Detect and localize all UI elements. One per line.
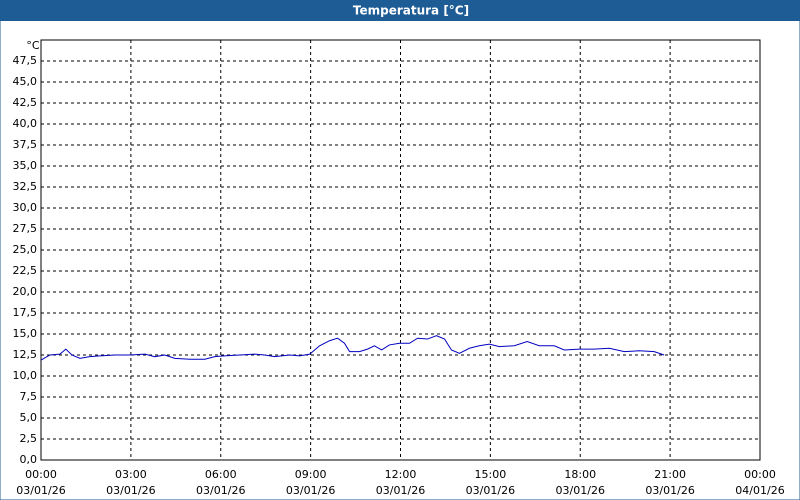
x-tick-label: 00:00 [25, 468, 57, 481]
y-tick-label: 22,5 [13, 264, 38, 277]
x-tick-label: 21:00 [654, 468, 686, 481]
y-tick-label: 0,0 [20, 453, 38, 466]
x-tick-label: 00:00 [744, 468, 776, 481]
y-tick-label: 7,5 [20, 390, 38, 403]
y-tick-label: 30,0 [13, 201, 38, 214]
x-tick-date: 03/01/26 [645, 484, 694, 497]
x-tick-label: 09:00 [295, 468, 327, 481]
y-tick-label: 15,0 [13, 327, 38, 340]
y-tick-label: 45,0 [13, 75, 38, 88]
y-tick-label: 47,5 [13, 54, 38, 67]
x-tick-date: 03/01/26 [376, 484, 425, 497]
x-tick-date: 03/01/26 [556, 484, 605, 497]
x-tick-label: 03:00 [115, 468, 147, 481]
y-tick-label: 27,5 [13, 222, 38, 235]
x-tick-label: 15:00 [475, 468, 507, 481]
y-tick-label: 17,5 [13, 306, 38, 319]
x-tick-label: 12:00 [385, 468, 417, 481]
y-axis-label: °C [26, 39, 40, 52]
y-tick-label: 12,5 [13, 348, 38, 361]
x-tick-date: 04/01/26 [735, 484, 784, 497]
x-tick-label: 18:00 [564, 468, 596, 481]
y-tick-label: 40,0 [13, 117, 38, 130]
y-tick-label: 35,0 [13, 159, 38, 172]
x-tick-date: 03/01/26 [196, 484, 245, 497]
data-line [40, 335, 665, 361]
x-tick-date: 03/01/26 [286, 484, 335, 497]
y-tick-label: 25,0 [13, 243, 38, 256]
x-tick-date: 03/01/26 [466, 484, 515, 497]
y-tick-label: 20,0 [13, 285, 38, 298]
y-tick-label: 42,5 [13, 96, 38, 109]
y-tick-label: 5,0 [20, 411, 38, 424]
title-bar [0, 0, 800, 21]
x-tick-date: 03/01/26 [16, 484, 65, 497]
chart-title: Temperatura [°C] [353, 4, 469, 18]
y-tick-label: 2,5 [20, 432, 38, 445]
y-tick-label: 10,0 [13, 369, 38, 382]
x-tick-date: 03/01/26 [106, 484, 155, 497]
y-tick-label: 37,5 [13, 138, 38, 151]
y-tick-label: 32,5 [13, 180, 38, 193]
x-tick-label: 06:00 [205, 468, 237, 481]
